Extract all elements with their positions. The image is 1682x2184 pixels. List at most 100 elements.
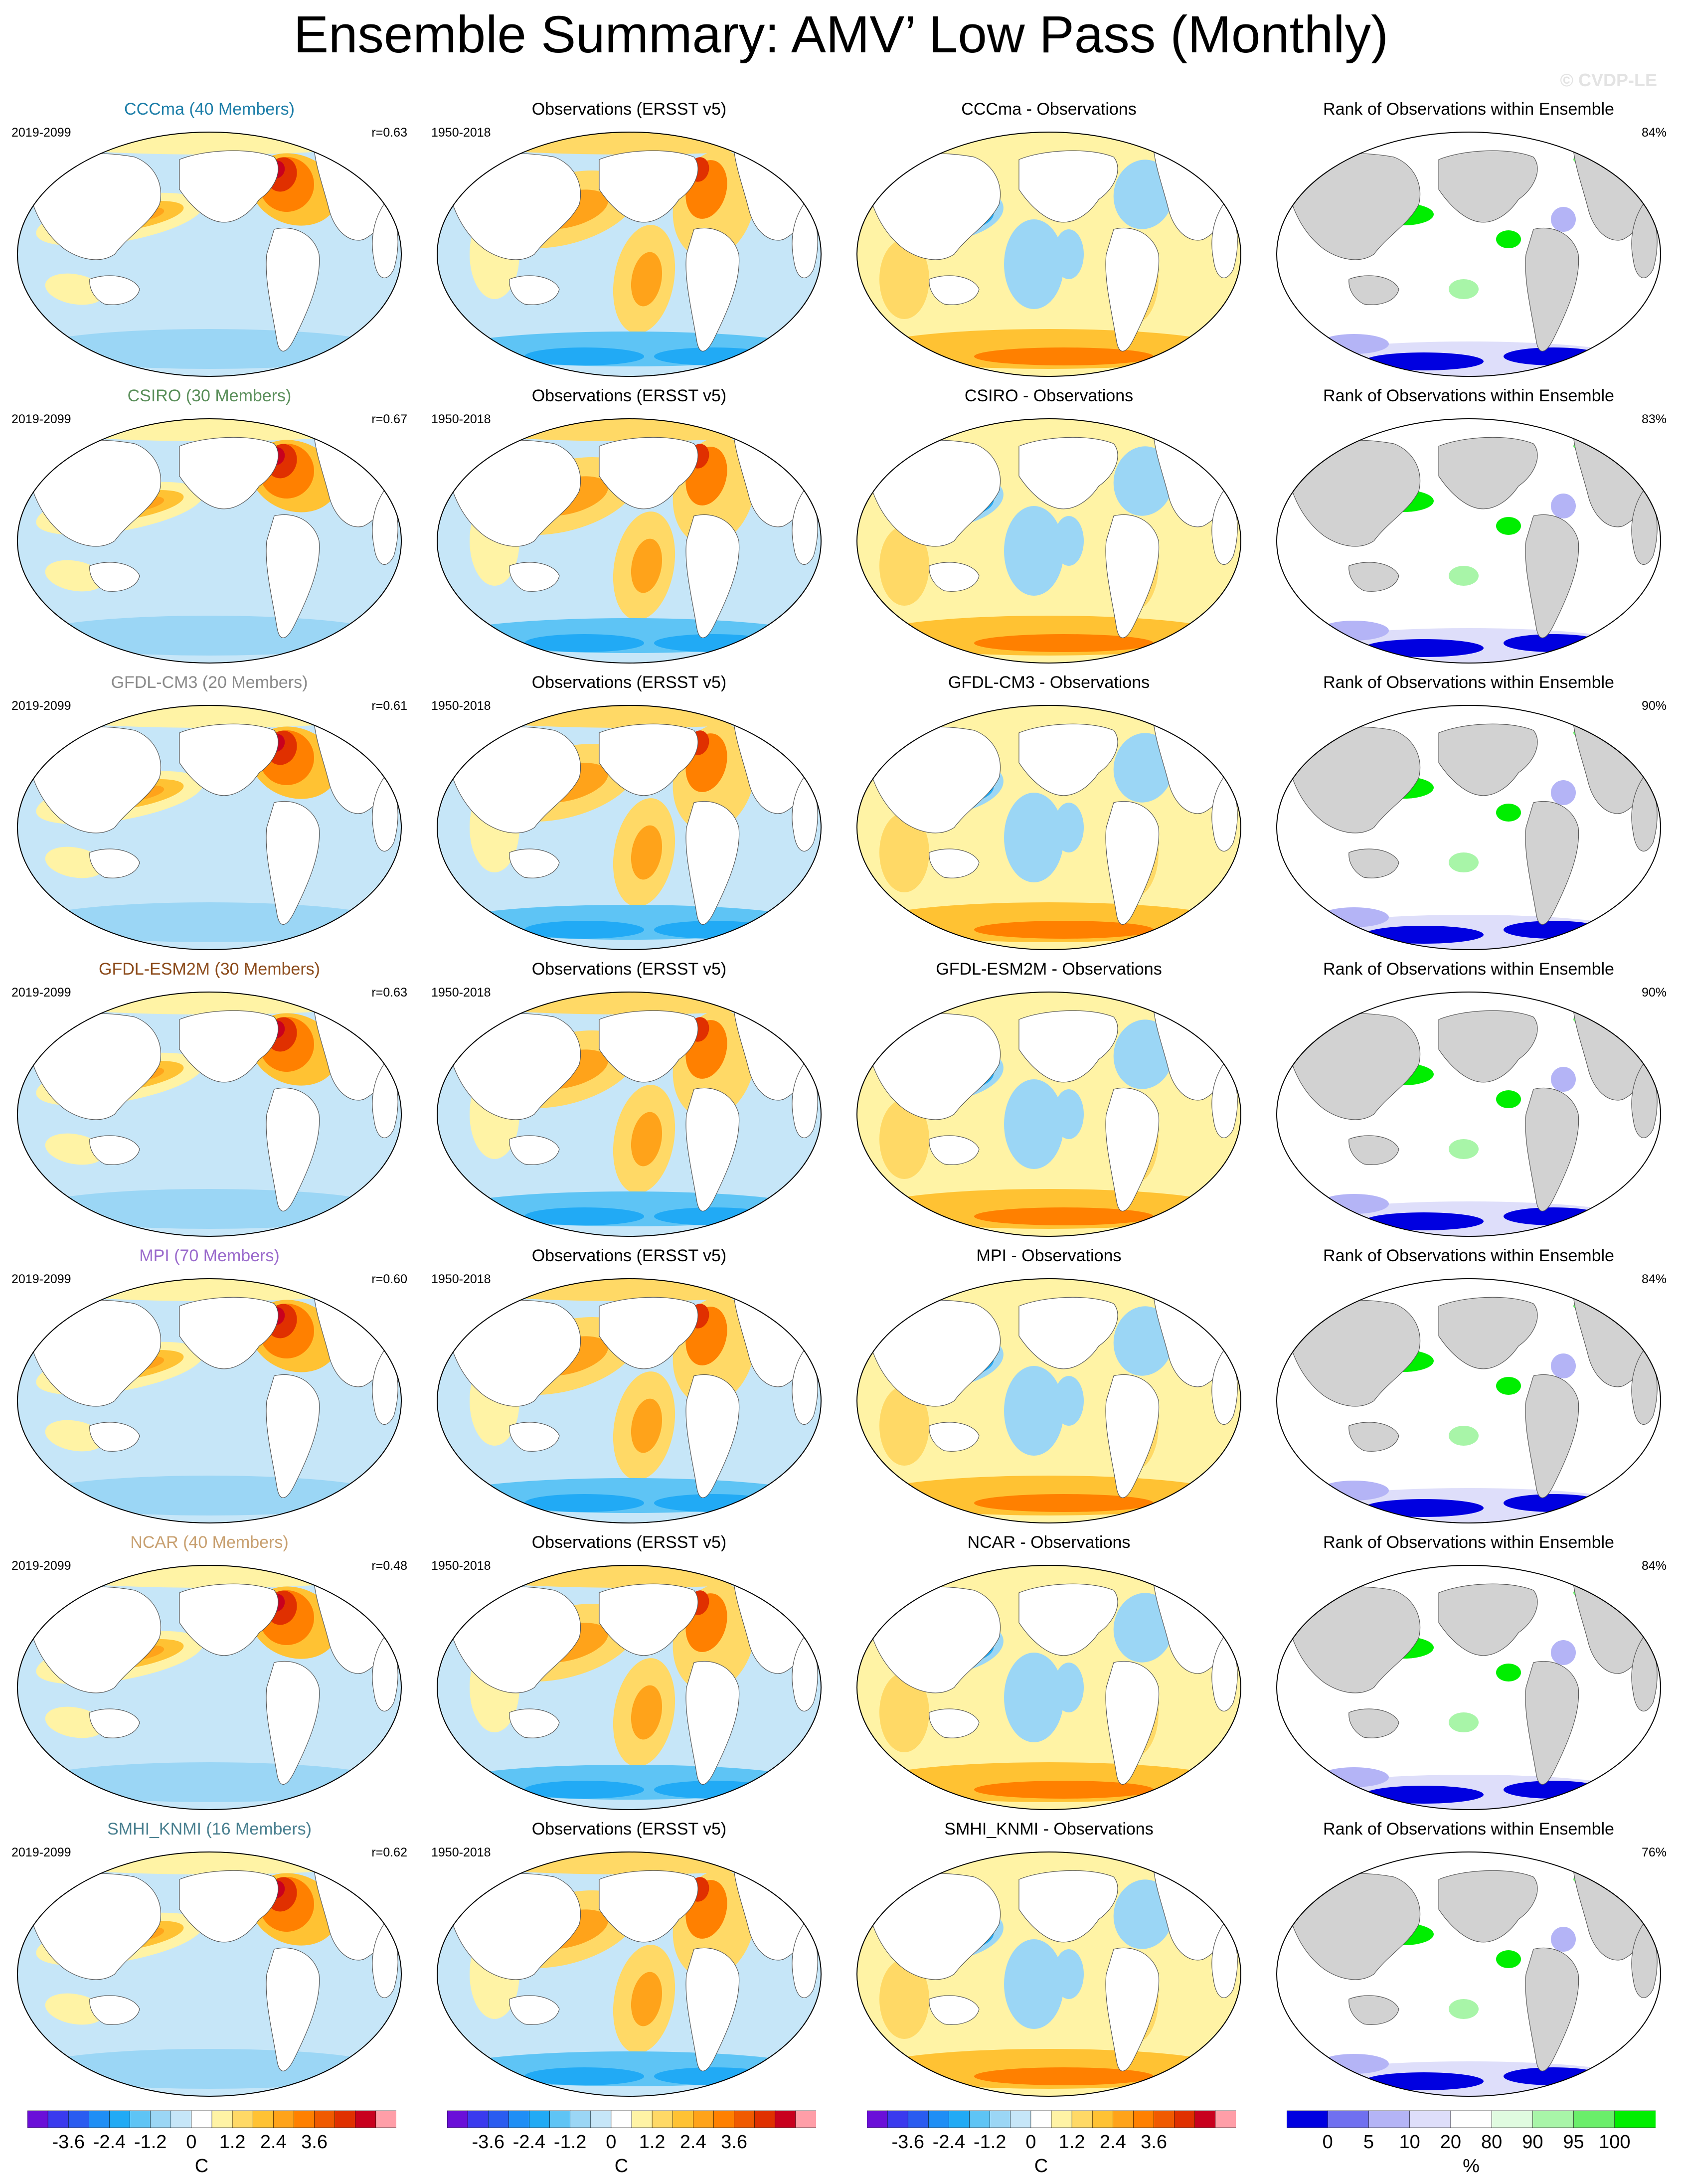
land-mass: [685, 1374, 740, 1498]
land-mass: [179, 1870, 279, 1943]
colorbar-swatch: [68, 2110, 90, 2128]
model-title: GFDL-ESM2M (30 Members): [99, 960, 320, 979]
field-anomaly-patch: [1319, 907, 1389, 927]
land-mass: [266, 1374, 320, 1498]
land-mass: [266, 1087, 320, 1211]
panel-obs: Observations (ERSST v5) 1950-2018: [427, 673, 831, 952]
rank-title: Rank of Observations within Ensemble: [1323, 1246, 1614, 1265]
model-period-label: 2019-2099: [11, 986, 71, 1000]
land-mass: [1018, 1583, 1118, 1656]
land-mass: [1438, 1297, 1538, 1369]
map-outline: [856, 418, 1241, 664]
colorbar-tick-label: 1.2: [1058, 2132, 1085, 2153]
land-mass: [509, 562, 560, 592]
field-anomaly-patch: [440, 1565, 819, 1588]
land-mass: [1525, 514, 1579, 638]
map-diff: [856, 705, 1241, 950]
field-anomaly-patch: [1004, 506, 1064, 596]
colorbar-swatch: [1614, 2110, 1656, 2128]
colorbar-swatch: [488, 2110, 509, 2128]
field-anomaly-patch: [654, 921, 774, 939]
land-mass: [1018, 437, 1118, 509]
map-outline: [856, 992, 1241, 1237]
map-rank: [1276, 132, 1661, 377]
difference-title: CCCma - Observations: [961, 100, 1137, 119]
map-rank: [1276, 1851, 1661, 2097]
colorbar-unit-label: C: [194, 2156, 209, 2177]
observations-title: Observations (ERSST v5): [531, 386, 727, 405]
field-anomaly-patch: [879, 1099, 929, 1179]
observations-title: Observations (ERSST v5): [531, 673, 727, 692]
colorbar-swatch: [1194, 2110, 1216, 2128]
field-anomaly-patch: [654, 1494, 774, 1512]
land-mass: [89, 562, 140, 592]
land-mass: [1525, 1661, 1579, 1785]
map-rank: [1276, 418, 1661, 664]
colorbar-swatch: [949, 2110, 970, 2128]
field-anomaly-patch: [1004, 1653, 1064, 1742]
colorbar-tick-label: -2.4: [93, 2132, 126, 2153]
map-diff: [856, 418, 1241, 664]
field-anomaly-patch: [440, 1852, 819, 1874]
field-anomaly-patch: [1054, 229, 1084, 279]
field-anomaly-patch: [1449, 1139, 1479, 1159]
colorbar-swatch: [355, 2110, 376, 2128]
land-mass: [266, 227, 320, 351]
field-anomaly-patch: [1054, 803, 1084, 852]
map-outline: [1276, 1565, 1661, 1810]
field-anomaly-patch: [20, 705, 399, 728]
colorbar-swatch: [1368, 2110, 1410, 2128]
land-mass: [929, 1708, 980, 1738]
observations-period-label: 1950-2018: [431, 1559, 491, 1573]
land-mass: [599, 150, 698, 223]
colorbar-swatch: [1113, 2110, 1134, 2128]
colorbar-tick-label: 3.6: [1141, 2132, 1167, 2153]
colorbar-swatch: [130, 2110, 151, 2128]
map-model: [17, 418, 402, 664]
field-anomaly-patch: [1496, 1377, 1521, 1395]
rank-percent-label: 84%: [1641, 126, 1667, 140]
colorbar-swatch: [907, 2110, 929, 2128]
colorbar-tick-label: 0: [1025, 2132, 1036, 2153]
field-anomaly-patch: [30, 2049, 389, 2089]
map-outline: [17, 992, 402, 1237]
land-mass: [89, 275, 140, 305]
field-anomaly-patch: [879, 813, 929, 892]
land-mass: [1525, 1947, 1579, 2071]
field-anomaly-patch: [1364, 2072, 1484, 2090]
map-obs: [437, 1565, 822, 1810]
colorbar-tick-label: -1.2: [973, 2132, 1007, 2153]
pattern-correlation-label: r=0.61: [371, 699, 407, 713]
colorbar-tick-label: -3.6: [891, 2132, 924, 2153]
map-model: [17, 1278, 402, 1523]
field-anomaly-patch: [1496, 1950, 1521, 1968]
field-anomaly-patch: [1054, 1376, 1084, 1426]
map-outline: [17, 705, 402, 950]
land-mass: [89, 1422, 140, 1452]
map-outline: [856, 132, 1241, 377]
field-anomaly-patch: [974, 1494, 1154, 1512]
field-anomaly-patch: [974, 1207, 1154, 1225]
map-obs: [437, 992, 822, 1237]
map-obs: [437, 132, 822, 377]
map-diff: [856, 132, 1241, 377]
model-title: GFDL-CM3 (20 Members): [111, 673, 308, 692]
colorbar-tick-label: -1.2: [553, 2132, 587, 2153]
land-mass: [685, 227, 740, 351]
colorbar-swatch: [508, 2110, 530, 2128]
field-anomaly-patch: [1004, 793, 1064, 882]
land-mass: [509, 1708, 560, 1738]
field-anomaly-patch: [1319, 334, 1389, 354]
field-anomaly-patch: [654, 634, 774, 652]
colorbar-tick-label: 0: [606, 2132, 617, 2153]
field-anomaly-patch: [1113, 733, 1174, 803]
land-mass: [929, 848, 980, 878]
colorbar-swatch: [713, 2110, 735, 2128]
rank-percent-label: 76%: [1641, 1846, 1667, 1859]
field-anomaly-patch: [1551, 1927, 1576, 1952]
colorbar-swatch: [1287, 2110, 1329, 2128]
field-anomaly-patch: [1364, 1499, 1484, 1517]
field-anomaly-patch: [879, 239, 929, 319]
panel-model: GFDL-CM3 (20 Members) 2019-2099 r=0.61: [7, 673, 411, 952]
field-anomaly-patch: [631, 1972, 663, 2026]
